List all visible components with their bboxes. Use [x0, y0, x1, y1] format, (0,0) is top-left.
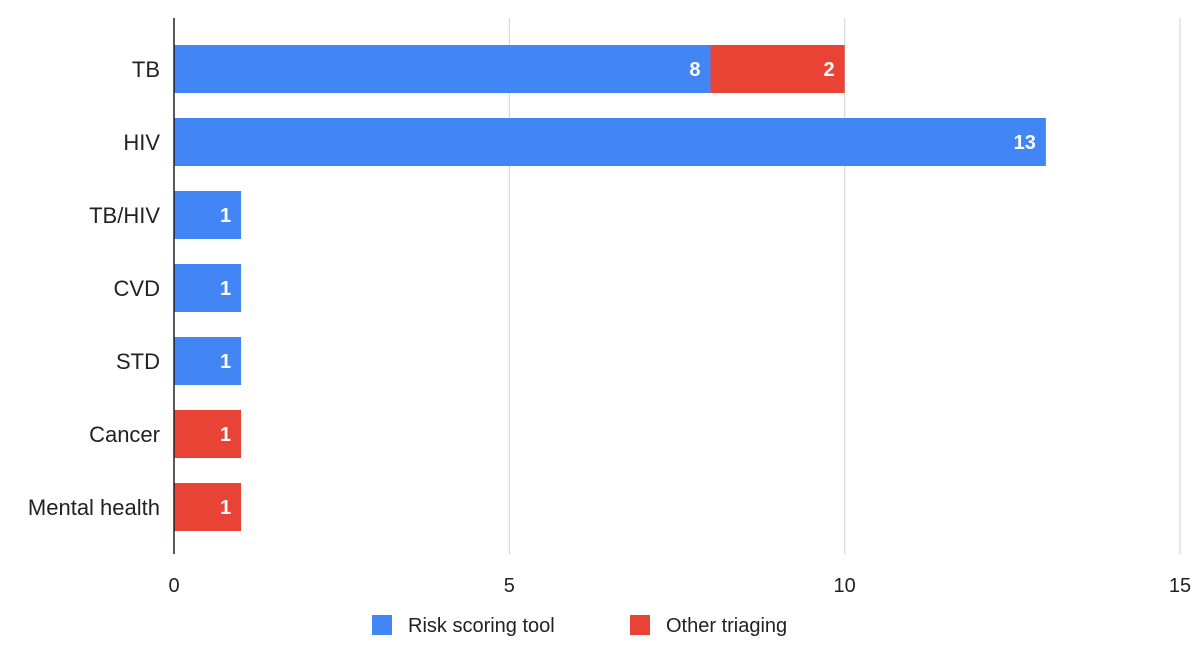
bar-segment	[710, 45, 845, 93]
x-tick-label: 15	[1169, 575, 1191, 597]
bar-segment	[174, 264, 242, 312]
bar-data-label: 1	[220, 497, 231, 519]
legend-label: Risk scoring tool	[408, 615, 555, 637]
category-label: STD	[116, 349, 160, 374]
legend-swatch	[372, 615, 392, 635]
category-labels: TB HIV TB/HIV CVD STD Cancer Mental health	[28, 57, 160, 520]
bar-data-label: 1	[220, 424, 231, 446]
bar-data-label: 8	[689, 59, 700, 81]
x-tick-label: 0	[168, 575, 179, 597]
category-label: CVD	[114, 276, 160, 301]
bar-segment	[174, 118, 1046, 166]
bar-data-label: 1	[220, 205, 231, 227]
x-tick-label: 10	[834, 575, 856, 597]
bar-data-label: 1	[220, 351, 231, 373]
category-label: Cancer	[89, 422, 160, 447]
bar-segment	[174, 483, 242, 531]
category-label: Mental health	[28, 495, 160, 520]
category-label: TB	[132, 57, 160, 82]
bar-data-label: 13	[1014, 132, 1036, 154]
x-tick-label: 5	[504, 575, 515, 597]
legend: Risk scoring tool Other triaging	[372, 615, 787, 637]
legend-swatch	[630, 615, 650, 635]
bar-segment	[174, 337, 242, 385]
category-label: HIV	[123, 130, 160, 155]
legend-label: Other triaging	[666, 615, 787, 637]
category-label: TB/HIV	[89, 203, 160, 228]
x-tick-labels: 0 5 10 15	[168, 575, 1191, 597]
bar-segment	[174, 45, 711, 93]
bar-data-label: 1	[220, 278, 231, 300]
gridlines	[508, 18, 1181, 554]
bar-data-label: 2	[824, 59, 835, 81]
bars: 82131110101	[174, 45, 1046, 531]
bar-segment	[174, 410, 242, 458]
bar-segment	[174, 191, 242, 239]
